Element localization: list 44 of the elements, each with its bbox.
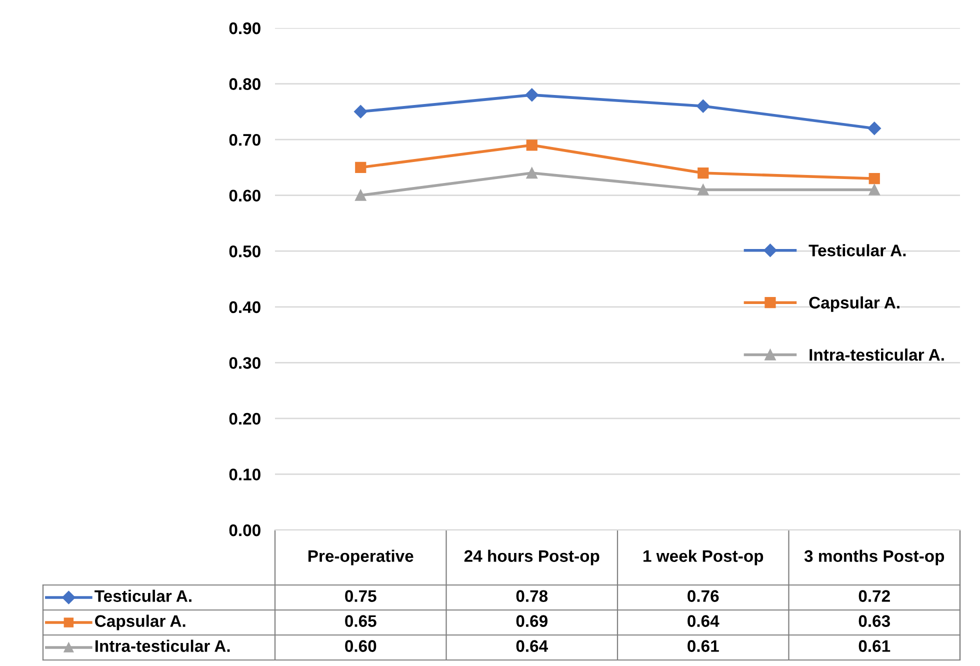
y-tick-label: 0.60 (229, 190, 260, 202)
y-tick-label: 0.00 (229, 524, 260, 536)
point (355, 190, 366, 201)
y-tick-label: 0.90 (229, 22, 260, 34)
data-label: 0.72 (858, 590, 890, 602)
point (698, 184, 709, 196)
y-tick-label: 0.50 (229, 246, 260, 258)
point (355, 162, 366, 173)
data-label: 0.75 (345, 590, 376, 602)
data-label: 0.65 (345, 615, 376, 627)
point (868, 184, 880, 196)
data-label: 0.61 (688, 640, 719, 652)
data-label: 0.76 (688, 590, 719, 602)
data-label: 0.64 (688, 615, 720, 627)
point (525, 88, 538, 102)
point (526, 140, 538, 151)
text: Capsular A. (95, 614, 186, 630)
text: Testicular A. (94, 590, 192, 602)
point (526, 167, 538, 179)
text: Intra-testicular A. (95, 640, 230, 652)
y-tick-label: 0.80 (229, 78, 260, 90)
legend-label: Intra-testicular A. (810, 348, 944, 361)
data-label: 0.78 (516, 590, 548, 602)
x-tick-label: Pre-operative (308, 550, 414, 566)
x-tick-label: 1 week Post-op (644, 550, 764, 566)
point (868, 173, 880, 184)
point (698, 167, 709, 179)
x-tick-label: 24 hours Post-op (464, 550, 600, 566)
point (696, 100, 710, 113)
y-tick-label: 0.30 (229, 357, 260, 369)
data-label: 0.60 (345, 640, 376, 652)
point (354, 105, 368, 118)
point (868, 122, 881, 135)
legend-label: Testicular A. (808, 244, 906, 256)
y-tick-label: 0.20 (229, 412, 260, 425)
data-label: 0.63 (858, 615, 890, 627)
y-tick-label: 0.10 (229, 468, 260, 480)
data-label: 0.69 (516, 615, 548, 627)
legend-label: Capsular A. (809, 296, 900, 312)
y-tick-label: 0.40 (229, 301, 260, 314)
y-tick-label: 0.70 (229, 134, 260, 146)
data-label: 0.61 (858, 640, 890, 652)
data-label: 0.64 (516, 640, 548, 652)
x-tick-label: 3 months Post-op (804, 550, 944, 566)
